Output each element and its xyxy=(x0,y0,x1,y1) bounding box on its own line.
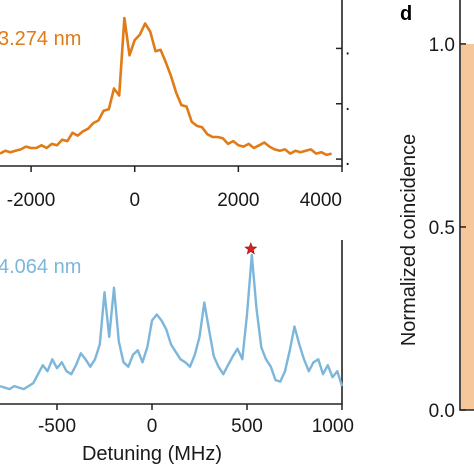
y-axis-label: Normalized coincidence xyxy=(398,134,420,346)
bottom-series-line xyxy=(0,253,344,391)
bottom-x-tick-label: 1000 xyxy=(312,416,354,437)
panel-d-y-tick-label: 0.5 xyxy=(429,218,455,239)
top-y-tick-label: . xyxy=(345,94,350,115)
top-y-tick-label: . xyxy=(345,38,350,59)
top-chart: ... -2000 0 2000 4000 3.274 nm xyxy=(0,0,350,211)
panel-d-y-tick-labels: 0.0 0.5 1.0 xyxy=(429,35,455,422)
bottom-x-tick-label: 0 xyxy=(147,416,158,437)
bottom-x-ticks xyxy=(56,404,343,410)
panel-d-y-tick-label: 0.0 xyxy=(429,401,455,422)
peak-star-marker xyxy=(244,242,258,255)
panel-label-d: d xyxy=(400,3,412,25)
top-y-ticks xyxy=(336,47,342,160)
top-x-tick-labels: -2000 0 2000 4000 xyxy=(7,190,342,211)
top-x-tick-label: -2000 xyxy=(7,190,56,211)
top-y-tick-label: . xyxy=(345,149,350,170)
top-plot-frame xyxy=(0,0,343,167)
bottom-x-tick-labels: -500 0 500 1000 xyxy=(38,416,354,437)
bottom-x-tick-label: 500 xyxy=(231,416,263,437)
top-x-ticks xyxy=(30,166,343,172)
bottom-annotation: 4.064 nm xyxy=(0,256,81,278)
top-annotation: 3.274 nm xyxy=(0,28,81,50)
top-series-line xyxy=(0,16,332,157)
bottom-x-tick-label: -500 xyxy=(38,416,76,437)
x-axis-label: Detuning (MHz) xyxy=(82,443,222,465)
top-y-tick-labels: ... xyxy=(345,38,350,170)
panel-d-y-tick-label: 1.0 xyxy=(429,35,455,56)
panel-d-y-ticks xyxy=(460,43,466,411)
top-x-tick-label: 2000 xyxy=(217,190,259,211)
panel-d-chart: d 0.0 0.5 1.0 Normalized coincidence xyxy=(398,0,474,422)
coincidence-bar xyxy=(461,43,474,411)
top-x-tick-label: 4000 xyxy=(300,190,342,211)
top-x-tick-label: 0 xyxy=(129,190,140,211)
bottom-chart: -500 0 500 1000 4.064 nm Detuning (MHz) xyxy=(0,240,354,465)
